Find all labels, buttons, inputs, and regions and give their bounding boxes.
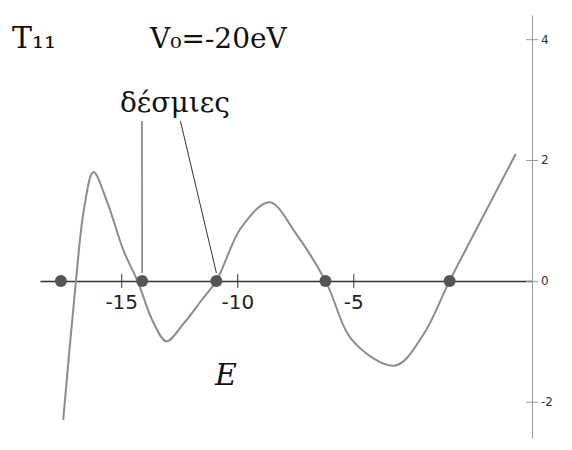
- y-tick-mark: [526, 160, 538, 161]
- y-tick: 2: [526, 153, 549, 167]
- x-axis-line: [41, 281, 533, 283]
- y-tick-mark: [526, 39, 538, 40]
- y-tick-label: 2: [541, 153, 549, 167]
- annotation: V₀=-20eV: [149, 22, 288, 55]
- x-tick: -15: [105, 274, 138, 314]
- x-tick: -10: [221, 274, 254, 314]
- title: T₁₁: [12, 20, 56, 55]
- zero-point: [55, 275, 67, 287]
- y-tick: 0: [526, 274, 549, 288]
- x-tick-label: -5: [344, 290, 364, 314]
- leader-line: [141, 121, 142, 273]
- zero-point: [444, 275, 456, 287]
- x-tick-mark: [237, 274, 238, 288]
- y-tick-mark: [526, 402, 538, 403]
- annotation: δέσμιες: [120, 86, 230, 119]
- x-tick-mark: [121, 274, 122, 288]
- zero-point: [319, 275, 331, 287]
- y-tick: -2: [526, 395, 553, 409]
- x-tick-mark: [353, 274, 354, 288]
- y-axis: -2 0 2 4: [526, 16, 553, 439]
- y-tick-label: -2: [541, 395, 553, 409]
- y-tick-label: 4: [541, 33, 549, 47]
- plot-area: [55, 154, 516, 420]
- zero-point: [210, 275, 222, 287]
- y-tick-mark: [526, 281, 538, 282]
- x-tick-label: -10: [221, 290, 254, 314]
- chart: -15 -10 -5 -2 0 2 4 T₁₁ E V₀=-20eV δέσμιες: [0, 0, 572, 450]
- x-tick: -5: [344, 274, 364, 314]
- curve: [63, 154, 516, 420]
- x-axis-title: E: [214, 357, 237, 392]
- y-tick: 4: [526, 33, 549, 47]
- x-axis: -15 -10 -5: [41, 274, 533, 314]
- x-tick-label: -15: [105, 290, 138, 314]
- zero-point: [136, 275, 148, 287]
- y-axis-line: [532, 16, 533, 439]
- y-tick-label: 0: [541, 274, 549, 288]
- leader-line: [180, 121, 216, 273]
